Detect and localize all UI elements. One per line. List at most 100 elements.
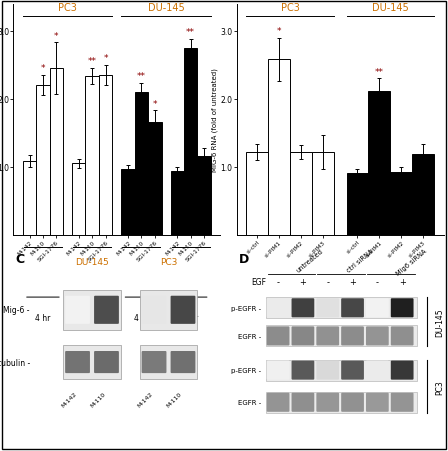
FancyBboxPatch shape [292,327,314,346]
FancyBboxPatch shape [366,361,389,380]
Bar [266,360,417,381]
FancyBboxPatch shape [267,299,289,318]
Bar [72,164,86,235]
FancyBboxPatch shape [341,327,364,346]
Text: EGFR -: EGFR - [238,400,262,405]
Text: **: ** [186,28,195,37]
Text: DU-145: DU-145 [148,3,185,14]
Bar [312,152,334,235]
FancyBboxPatch shape [391,327,414,346]
Bar [36,86,50,235]
Text: *: * [54,32,59,41]
Bar [121,170,135,235]
Text: PC3: PC3 [160,257,177,266]
Text: DU-145: DU-145 [372,3,409,14]
Text: **: ** [88,57,97,66]
Text: -: - [376,277,379,286]
FancyBboxPatch shape [94,296,119,324]
Bar [268,60,290,235]
FancyBboxPatch shape [267,361,289,380]
Text: DU-145: DU-145 [75,257,109,266]
Bar [99,76,112,235]
Text: M-142: M-142 [60,390,78,408]
Bar [347,174,368,235]
Bar [266,298,417,319]
FancyBboxPatch shape [341,361,364,380]
Bar [135,93,148,235]
FancyBboxPatch shape [341,393,364,412]
Text: EGF: EGF [251,277,266,286]
Text: +: + [349,277,356,286]
FancyBboxPatch shape [316,327,339,346]
Bar [140,290,198,330]
Bar [246,152,268,235]
Bar [86,77,99,235]
Text: *: * [153,99,157,108]
FancyBboxPatch shape [391,299,414,318]
FancyBboxPatch shape [292,361,314,380]
Text: p-EGFR -: p-EGFR - [232,305,262,311]
Text: 4 hr: 4 hr [35,313,51,322]
Text: **: ** [137,72,146,81]
Bar [140,345,198,379]
Bar [171,172,184,235]
Text: untreated: untreated [296,248,325,274]
FancyBboxPatch shape [391,393,414,412]
Text: M-110: M-110 [89,390,107,407]
FancyBboxPatch shape [171,351,195,373]
FancyBboxPatch shape [316,299,339,318]
Text: p-EGFR -: p-EGFR - [232,367,262,373]
Text: **: ** [375,68,384,76]
Text: -: - [326,277,329,286]
FancyBboxPatch shape [65,351,90,373]
Text: DU-145: DU-145 [435,308,444,336]
Bar [148,123,162,235]
FancyBboxPatch shape [142,351,167,373]
Bar [290,152,312,235]
Bar [390,173,412,235]
Bar [368,92,390,235]
Bar [63,290,121,330]
Text: ctrl siRNA: ctrl siRNA [345,248,374,273]
Text: PC3: PC3 [58,3,77,14]
FancyBboxPatch shape [171,296,195,324]
Text: M-142: M-142 [137,390,154,408]
Text: PC3: PC3 [435,379,444,394]
Text: D: D [239,252,249,265]
Text: M-110: M-110 [166,390,183,407]
Text: -: - [276,277,280,286]
Text: PC3: PC3 [280,3,299,14]
Text: Mig-6 -: Mig-6 - [4,306,30,315]
Y-axis label: MIG-6 RNA (fold of untreated): MIG-6 RNA (fold of untreated) [212,68,218,172]
Bar [198,157,211,235]
Text: 8 hr: 8 hr [183,313,198,322]
Bar [184,49,198,235]
Text: *: * [277,27,281,36]
FancyBboxPatch shape [316,361,339,380]
Bar [23,162,36,235]
Text: C: C [16,252,25,265]
FancyBboxPatch shape [316,393,339,412]
FancyBboxPatch shape [366,299,389,318]
FancyBboxPatch shape [142,296,167,324]
Text: 8 hr: 8 hr [85,313,100,322]
Bar [266,392,417,413]
FancyBboxPatch shape [292,393,314,412]
Bar [412,155,434,235]
Bar [50,69,63,235]
Text: *: * [41,64,45,73]
FancyBboxPatch shape [65,296,90,324]
Text: Mig6 siRNA: Mig6 siRNA [395,248,427,276]
FancyBboxPatch shape [267,327,289,346]
Text: +: + [399,277,405,286]
FancyBboxPatch shape [341,299,364,318]
FancyBboxPatch shape [292,299,314,318]
Text: *: * [103,54,108,63]
Text: EGFR -: EGFR - [238,333,262,339]
Text: +: + [299,277,306,286]
FancyBboxPatch shape [366,393,389,412]
Bar [63,345,121,379]
FancyBboxPatch shape [391,361,414,380]
Text: 4 hr: 4 hr [134,313,149,322]
FancyBboxPatch shape [94,351,119,373]
